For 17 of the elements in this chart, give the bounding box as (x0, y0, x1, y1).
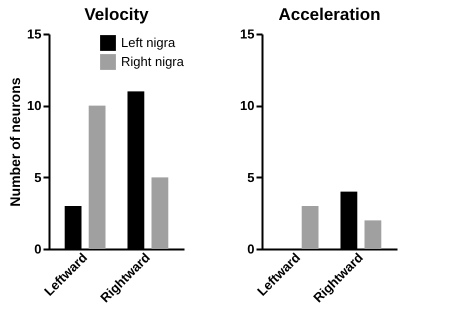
y-tick-label: 5 (34, 170, 42, 185)
y-tick-label: 0 (34, 242, 42, 256)
bar (151, 177, 168, 249)
y-tick-label: 15 (27, 26, 42, 42)
y-tick-label: 10 (27, 98, 42, 114)
y-tick-label: 0 (247, 242, 254, 256)
chart-title: Velocity (84, 5, 150, 24)
legend-label: Left nigra (121, 35, 176, 50)
bar (364, 220, 382, 249)
bar (88, 106, 106, 249)
y-tick-label: 5 (247, 170, 254, 185)
y-tick-label: 15 (240, 26, 254, 42)
chart-title: Acceleration (278, 5, 381, 24)
y-tick-label: 10 (240, 98, 254, 114)
bar (302, 206, 319, 249)
y-axis-title: Number of neurons (7, 77, 24, 207)
legend-label: Right nigra (121, 54, 185, 69)
